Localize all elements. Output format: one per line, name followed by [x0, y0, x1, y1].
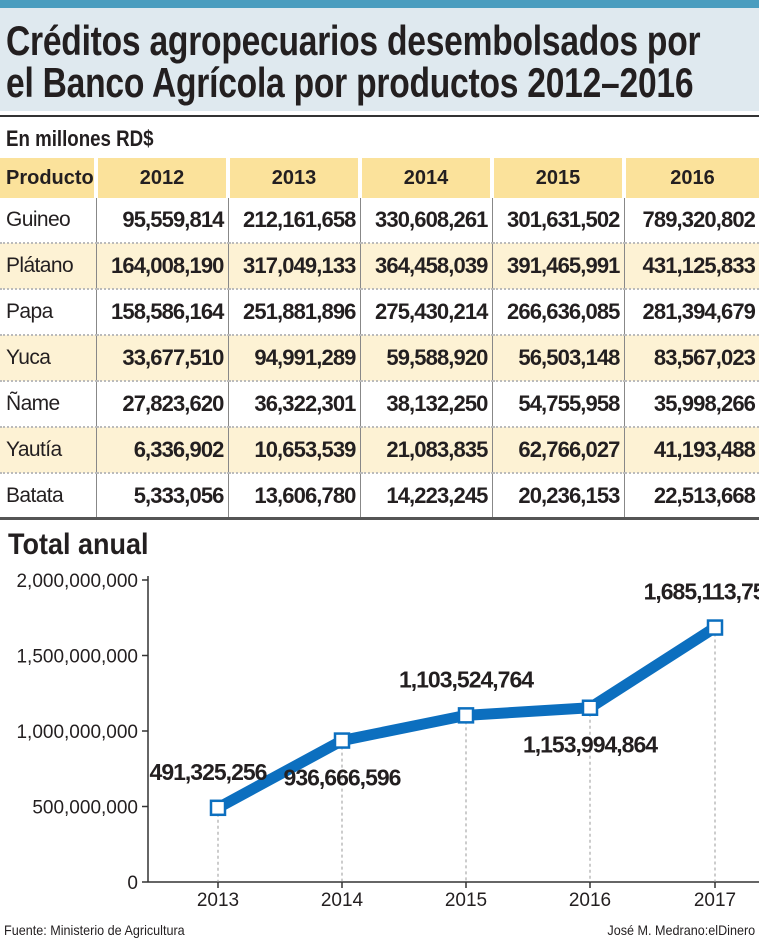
value-cell: 789,320,802	[623, 198, 759, 244]
data-point-marker	[457, 707, 475, 724]
value-cell: 266,636,085	[491, 289, 624, 336]
source-note: Fuente: Ministerio de Agricultura	[4, 922, 185, 938]
credits-table: Producto 2012 2013 2014 2015 2016 Guineo 95,55…	[0, 158, 759, 518]
column-header-year: 2016	[622, 158, 759, 198]
chart-title: Total anual	[8, 528, 149, 561]
x-tick-label: 2014	[321, 890, 364, 911]
value-cell: 391,465,991	[491, 243, 624, 290]
data-point-marker	[333, 732, 351, 749]
column-header-year: 2015	[490, 158, 624, 198]
value-cell: 22,513,668	[623, 473, 759, 518]
value-cell: 38,132,250	[359, 381, 492, 428]
table-row: Ñame 27,823,620 36,322,301 38,132,250 54,755…	[0, 381, 759, 428]
product-name: Papa	[0, 289, 96, 336]
value-cell: 431,125,833	[623, 243, 759, 290]
divider	[0, 115, 759, 117]
value-cell: 5,333,056	[95, 473, 228, 518]
value-cell: 13,606,780	[227, 473, 360, 518]
value-cell: 301,631,502	[491, 198, 624, 244]
table-row: Batata 5,333,056 13,606,780 14,223,245 20,23…	[0, 473, 759, 518]
value-cell: 54,755,958	[491, 381, 624, 428]
table-row: Guineo 95,559,814 212,161,658 330,608,261 30…	[0, 198, 759, 244]
page-title-line-1: Créditos agropecuarios desembolsados por	[6, 17, 701, 64]
value-cell: 41,193,488	[623, 427, 759, 474]
value-cell: 21,083,835	[359, 427, 492, 474]
data-point-marker	[581, 699, 599, 716]
value-cell: 251,881,896	[227, 289, 360, 336]
table-row: Plátano 164,008,190 317,049,133 364,458,039…	[0, 243, 759, 290]
value-cell: 158,586,164	[95, 289, 228, 336]
column-header-year: 2013	[226, 158, 360, 198]
value-cell: 94,991,289	[227, 335, 360, 382]
data-label: 1,153,994,864	[523, 732, 658, 758]
y-tick-label: 1,000,000,000	[16, 722, 138, 743]
value-cell: 164,008,190	[95, 243, 228, 290]
value-cell: 212,161,658	[227, 198, 360, 244]
value-cell: 14,223,245	[359, 473, 492, 518]
data-label: 491,325,256	[150, 759, 267, 785]
value-cell: 364,458,039	[359, 243, 492, 290]
table-row: Papa 158,586,164 251,881,896 275,430,214 266…	[0, 289, 759, 336]
data-label: 1,103,524,764	[399, 666, 534, 692]
column-header-year: 2012	[94, 158, 228, 198]
table-row: Yautía 6,336,902 10,653,539 21,083,835 62,76…	[0, 427, 759, 474]
value-cell: 27,823,620	[95, 381, 228, 428]
x-tick-label: 2015	[445, 890, 487, 911]
y-tick-label: 0	[127, 873, 138, 894]
credit-note: José M. Medrano:elDinero	[607, 922, 755, 938]
title-box: Créditos agropecuarios desembolsados por…	[0, 8, 759, 111]
value-cell: 20,236,153	[491, 473, 624, 518]
value-cell: 59,588,920	[359, 335, 492, 382]
value-cell: 56,503,148	[491, 335, 624, 382]
value-cell: 95,559,814	[95, 198, 228, 244]
units-subtitle: En millones RD$	[6, 126, 154, 151]
column-header-year: 2014	[358, 158, 492, 198]
y-tick-label: 1,500,000,000	[16, 647, 138, 668]
table-header-row: Producto 2012 2013 2014 2015 2016	[0, 158, 759, 198]
value-cell: 33,677,510	[95, 335, 228, 382]
table-row: Yuca 33,677,510 94,991,289 59,588,920 56,503…	[0, 335, 759, 382]
data-label: 936,666,596	[284, 765, 401, 791]
x-tick-label: 2016	[569, 890, 611, 911]
product-name: Ñame	[0, 381, 96, 428]
value-cell: 83,567,023	[623, 335, 759, 382]
x-tick-label: 2017	[694, 890, 736, 911]
product-name: Plátano	[0, 243, 96, 290]
product-name: Guineo	[0, 198, 96, 244]
value-cell: 330,608,261	[359, 198, 492, 244]
product-name: Yautía	[0, 427, 96, 474]
value-cell: 281,394,679	[623, 289, 759, 336]
page-title-line-2: el Banco Agrícola por productos 2012–201…	[6, 59, 694, 106]
value-cell: 6,336,902	[95, 427, 228, 474]
y-tick-label: 2,000,000,000	[16, 571, 138, 592]
column-header-product: Producto	[0, 158, 96, 198]
top-accent-bar	[0, 0, 759, 8]
value-cell: 36,322,301	[227, 381, 360, 428]
divider	[0, 517, 759, 520]
value-cell: 275,430,214	[359, 289, 492, 336]
y-tick-label: 500,000,000	[32, 798, 138, 819]
data-point-marker	[209, 799, 227, 817]
value-cell: 35,998,266	[623, 381, 759, 428]
value-cell: 62,766,027	[491, 427, 624, 474]
x-tick-label: 2013	[197, 890, 239, 911]
data-label: 1,685,113,759	[644, 579, 759, 605]
product-name: Batata	[6, 484, 64, 507]
value-cell: 317,049,133	[227, 243, 360, 290]
value-cell: 10,653,539	[227, 427, 360, 474]
product-name: Yuca	[0, 335, 96, 382]
data-point-marker	[706, 619, 724, 636]
